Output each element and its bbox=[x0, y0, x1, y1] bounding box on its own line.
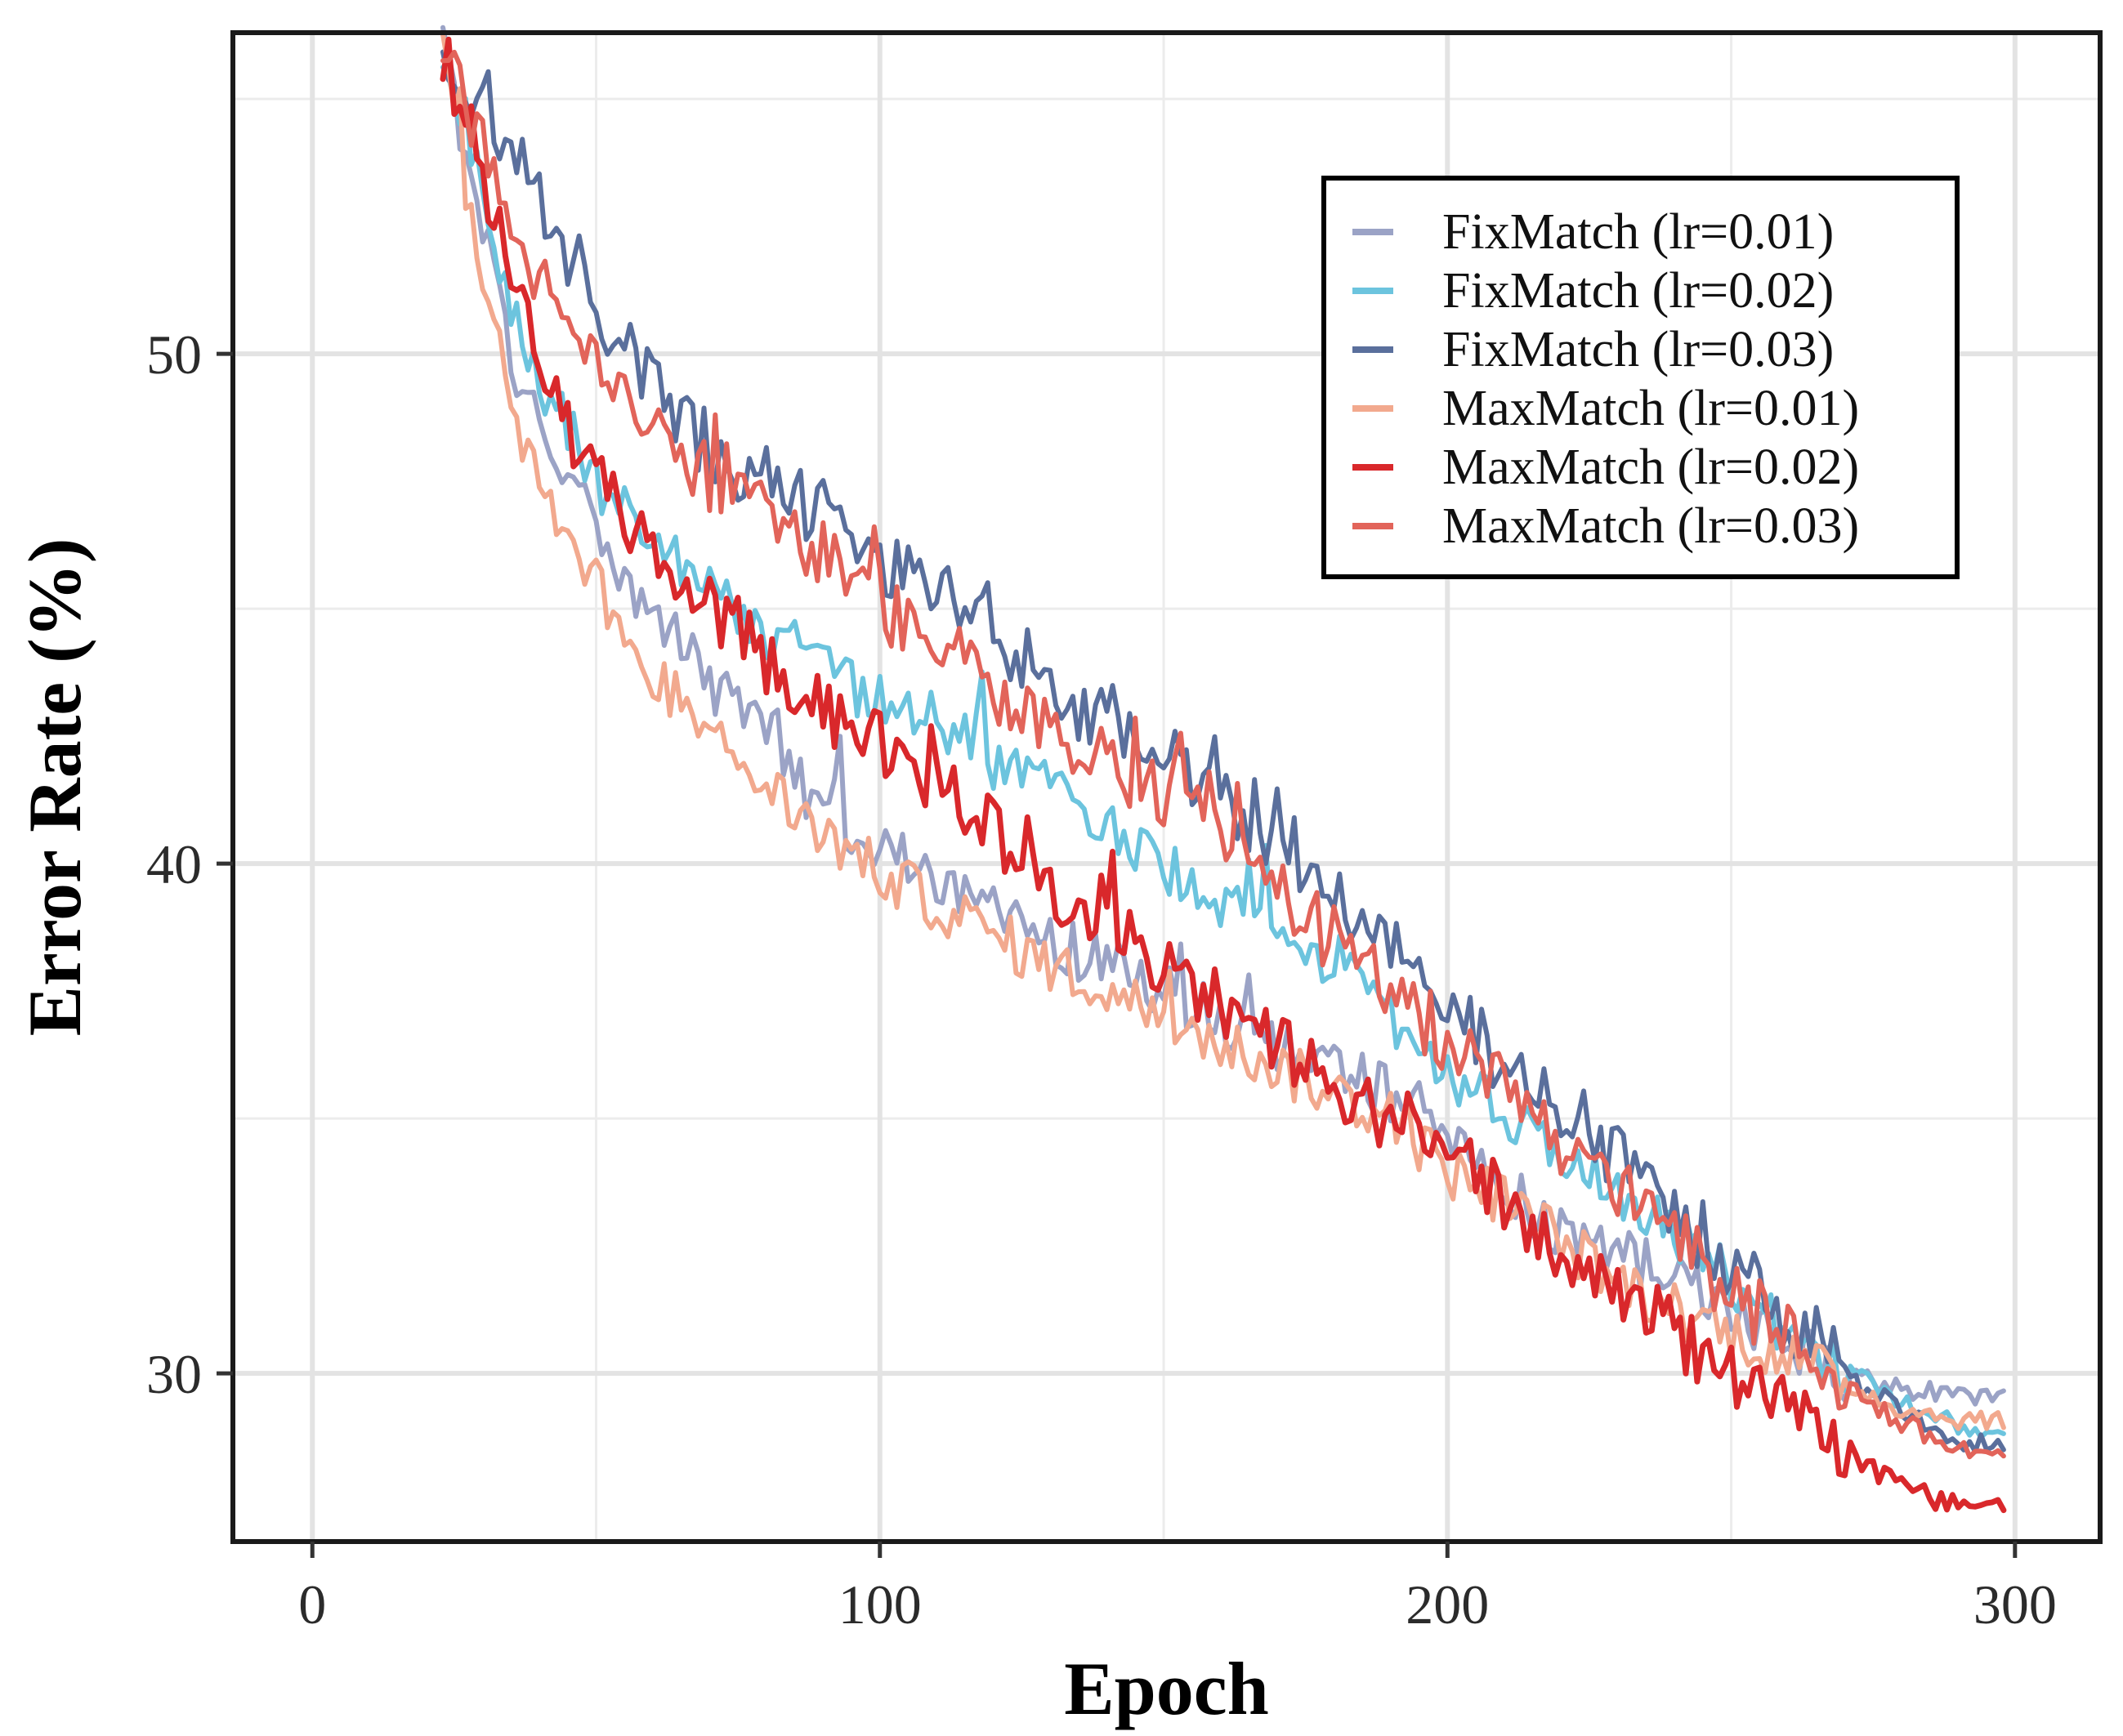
axis-ticks bbox=[217, 351, 2018, 1558]
legend-box bbox=[1321, 176, 1960, 579]
series-line-3 bbox=[440, 49, 2006, 1454]
series-lines bbox=[440, 25, 2007, 1514]
y-tick-label: 30 bbox=[146, 1343, 202, 1405]
series-line-6 bbox=[440, 49, 2006, 1460]
legend: FixMatch (lr=0.01)FixMatch (lr=0.02)FixM… bbox=[1321, 176, 1960, 579]
y-axis-title: Error Rate (%) bbox=[13, 538, 96, 1037]
series-line-4 bbox=[440, 32, 2006, 1431]
legend-label-3: FixMatch (lr=0.03) bbox=[1442, 322, 1834, 377]
y-tick-label: 40 bbox=[146, 833, 202, 895]
legend-label-2: FixMatch (lr=0.02) bbox=[1442, 263, 1834, 319]
x-tick-label: 0 bbox=[298, 1573, 326, 1636]
x-tick-label: 200 bbox=[1406, 1573, 1489, 1636]
x-axis-title: Epoch bbox=[1064, 1647, 1269, 1730]
y-tick-label: 50 bbox=[146, 324, 202, 386]
legend-label-6: MaxMatch (lr=0.03) bbox=[1442, 498, 1859, 554]
series-line-5 bbox=[440, 36, 2007, 1514]
x-tick-label: 300 bbox=[1973, 1573, 2057, 1636]
series-line-2 bbox=[440, 65, 2006, 1440]
axis-tick-labels: 0 100 200 300 30 40 50 bbox=[146, 324, 2057, 1636]
plot-panel-border bbox=[230, 30, 2103, 1544]
legend-label-4: MaxMatch (lr=0.01) bbox=[1442, 381, 1859, 436]
legend-label-1: FixMatch (lr=0.01) bbox=[1442, 204, 1834, 260]
legend-label-5: MaxMatch (lr=0.02) bbox=[1442, 440, 1859, 495]
x-tick-label: 100 bbox=[838, 1573, 922, 1636]
